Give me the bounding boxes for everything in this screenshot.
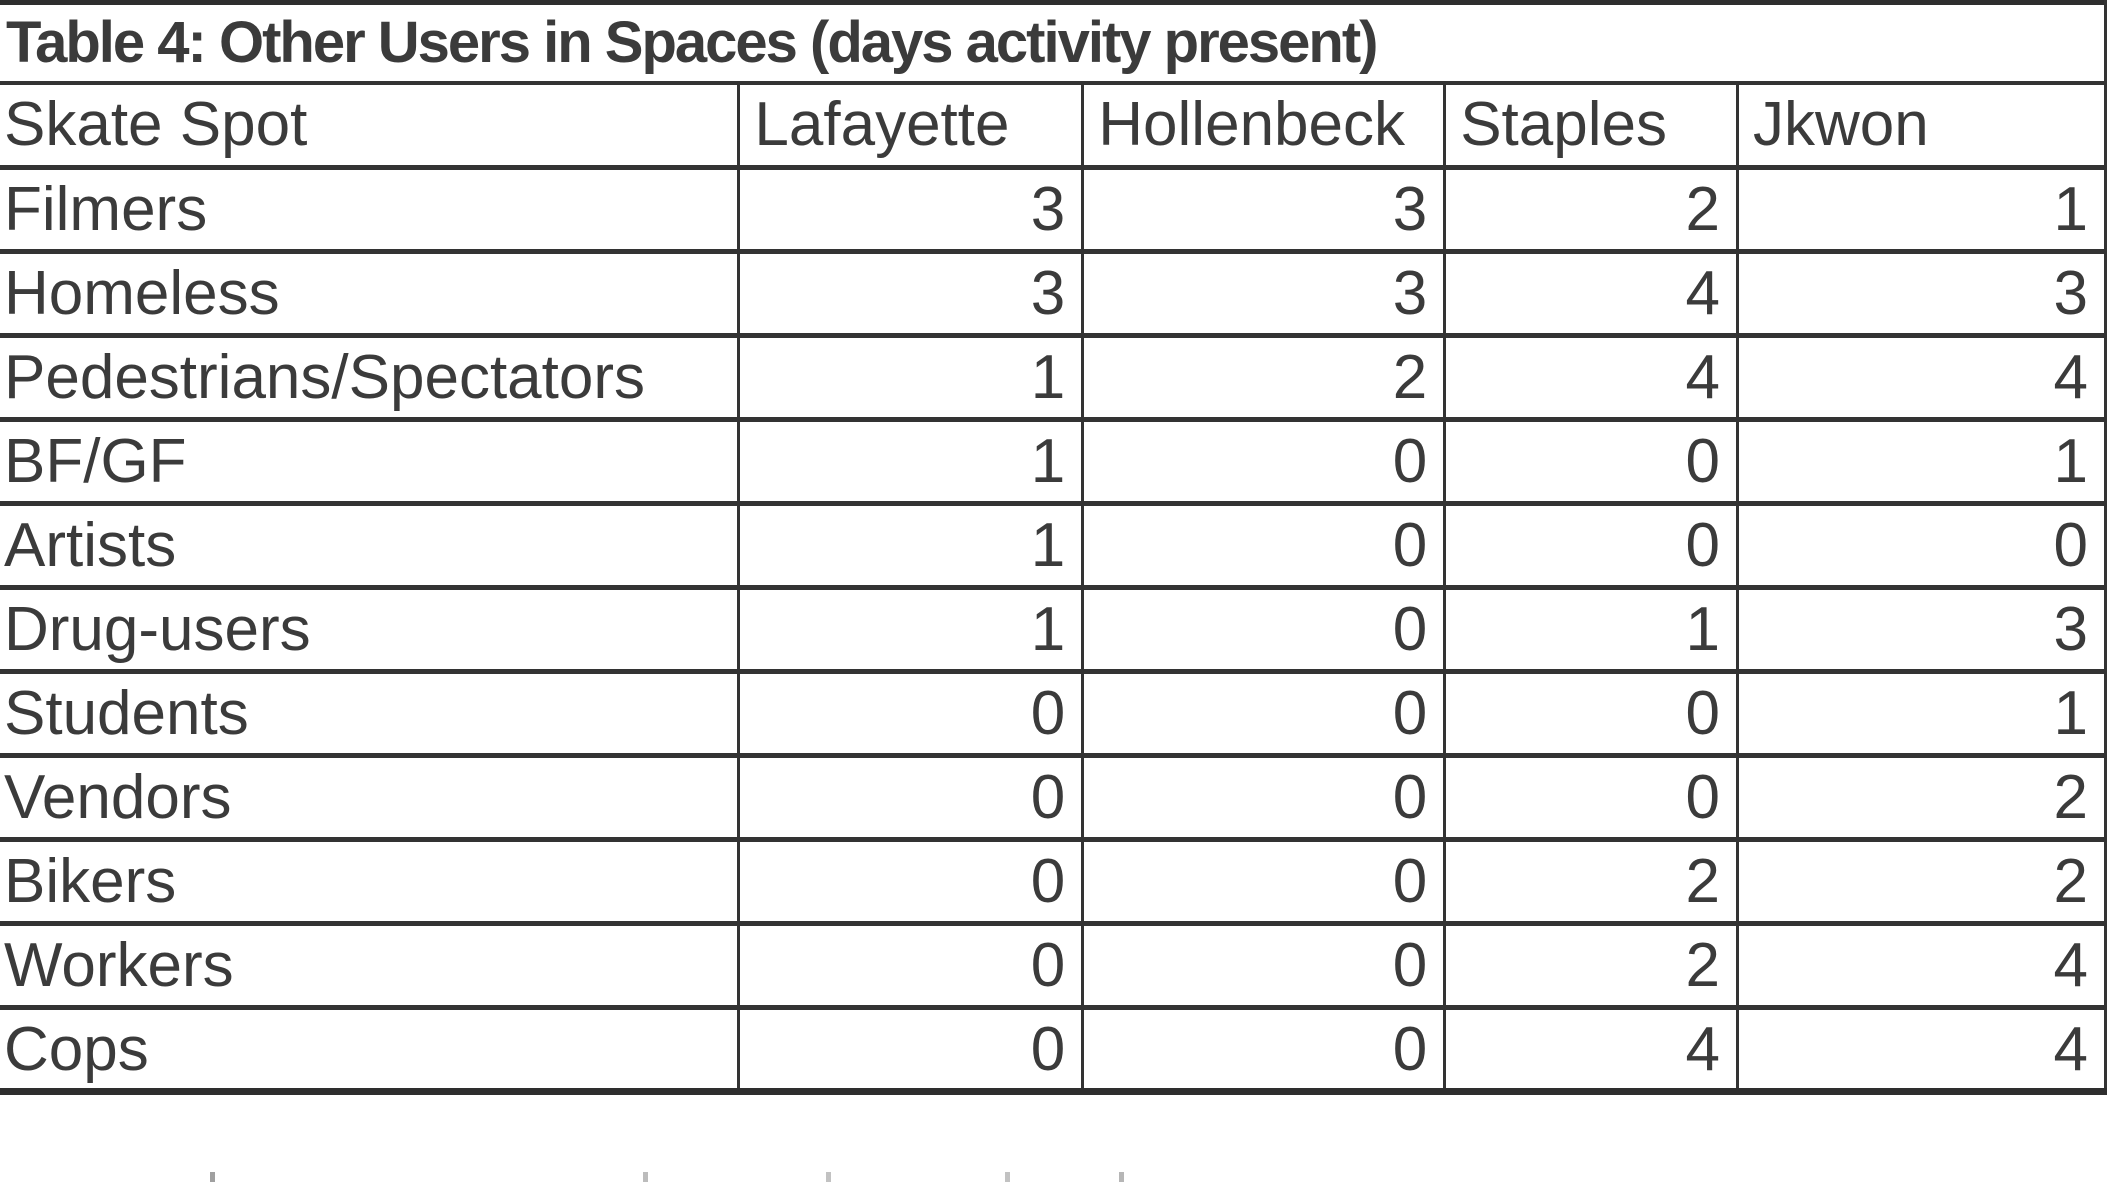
cell-value: 3: [737, 251, 1085, 336]
row-label: Filmers: [0, 167, 741, 252]
cell-value: 1: [737, 335, 1085, 420]
cell-value: 4: [1735, 335, 2107, 420]
column-header-skate-spot: Skate Spot: [0, 82, 741, 168]
cell-value: 3: [1081, 251, 1447, 336]
table-row: Artists 1 0 0 0: [0, 503, 2107, 588]
cell-value: 2: [1081, 335, 1447, 420]
cropped-text-fragment: [643, 1172, 648, 1182]
cell-value: 1: [1735, 167, 2107, 252]
table-row: BF/GF 1 0 0 1: [0, 419, 2107, 504]
row-label: Drug-users: [0, 587, 741, 672]
table-row: Cops 0 0 4 4: [0, 1007, 2107, 1092]
table-row: Filmers 3 3 2 1: [0, 167, 2107, 252]
row-label: Cops: [0, 1007, 741, 1092]
table-row: Bikers 0 0 2 2: [0, 839, 2107, 924]
cell-value: 1: [737, 419, 1085, 504]
table-row: Students 0 0 0 1: [0, 671, 2107, 756]
cropped-text-fragment: [210, 1172, 215, 1182]
cell-value: 0: [737, 839, 1085, 924]
cell-value: 0: [737, 755, 1085, 840]
cell-value: 4: [1735, 1007, 2107, 1092]
row-label: Artists: [0, 503, 741, 588]
cropped-text-fragment: [826, 1172, 831, 1182]
cell-value: 4: [1443, 251, 1739, 336]
row-label: Students: [0, 671, 741, 756]
row-label: Pedestrians/Spectators: [0, 335, 741, 420]
cell-value: 0: [1443, 503, 1739, 588]
cell-value: 2: [1443, 167, 1739, 252]
cell-value: 2: [1735, 755, 2107, 840]
row-label: Bikers: [0, 839, 741, 924]
cell-value: 1: [1735, 671, 2107, 756]
table-row: Workers 0 0 2 4: [0, 923, 2107, 1008]
column-header-lafayette: Lafayette: [737, 82, 1085, 168]
cropped-text-fragment: [1119, 1172, 1124, 1182]
cell-value: 1: [1735, 419, 2107, 504]
column-header-hollenbeck: Hollenbeck: [1081, 82, 1447, 168]
cropped-text-fragment: [1005, 1172, 1010, 1182]
cell-value: 1: [1443, 587, 1739, 672]
row-label: Workers: [0, 923, 741, 1008]
cell-value: 3: [737, 167, 1085, 252]
table-row: Homeless 3 3 4 3: [0, 251, 2107, 336]
cell-value: 3: [1081, 167, 1447, 252]
table-row: Pedestrians/Spectators 1 2 4 4: [0, 335, 2107, 420]
cell-value: 0: [1443, 755, 1739, 840]
cell-value: 0: [1443, 671, 1739, 756]
cell-value: 0: [1081, 419, 1447, 504]
cell-value: 0: [1735, 503, 2107, 588]
table-row: Drug-users 1 0 1 3: [0, 587, 2107, 672]
cell-value: 1: [737, 587, 1085, 672]
row-label: BF/GF: [0, 419, 741, 504]
table-header-row: Skate Spot Lafayette Hollenbeck Staples …: [0, 82, 2107, 168]
cell-value: 4: [1443, 1007, 1739, 1092]
row-label: Homeless: [0, 251, 741, 336]
cell-value: 0: [1081, 1007, 1447, 1092]
cell-value: 1: [737, 503, 1085, 588]
cell-value: 0: [1081, 755, 1447, 840]
cell-value: 0: [737, 1007, 1085, 1092]
cell-value: 2: [1443, 923, 1739, 1008]
cell-value: 2: [1735, 839, 2107, 924]
column-header-staples: Staples: [1443, 82, 1739, 168]
table-title: Table 4: Other Users in Spaces (days act…: [0, 2, 2107, 83]
cell-value: 0: [737, 671, 1085, 756]
table-row: Vendors 0 0 0 2: [0, 755, 2107, 840]
cell-value: 0: [1443, 419, 1739, 504]
row-label: Vendors: [0, 755, 741, 840]
cell-value: 3: [1735, 251, 2107, 336]
cell-value: 0: [1081, 923, 1447, 1008]
column-header-jkwon: Jkwon: [1735, 82, 2107, 168]
other-users-table: Table 4: Other Users in Spaces (days act…: [0, 0, 2107, 1095]
cell-value: 4: [1443, 335, 1739, 420]
cell-value: 0: [1081, 587, 1447, 672]
cell-value: 0: [1081, 503, 1447, 588]
cell-value: 0: [1081, 839, 1447, 924]
cell-value: 0: [1081, 671, 1447, 756]
table-title-row: Table 4: Other Users in Spaces (days act…: [0, 2, 2107, 83]
cell-value: 2: [1443, 839, 1739, 924]
cell-value: 4: [1735, 923, 2107, 1008]
cell-value: 3: [1735, 587, 2107, 672]
cell-value: 0: [737, 923, 1085, 1008]
